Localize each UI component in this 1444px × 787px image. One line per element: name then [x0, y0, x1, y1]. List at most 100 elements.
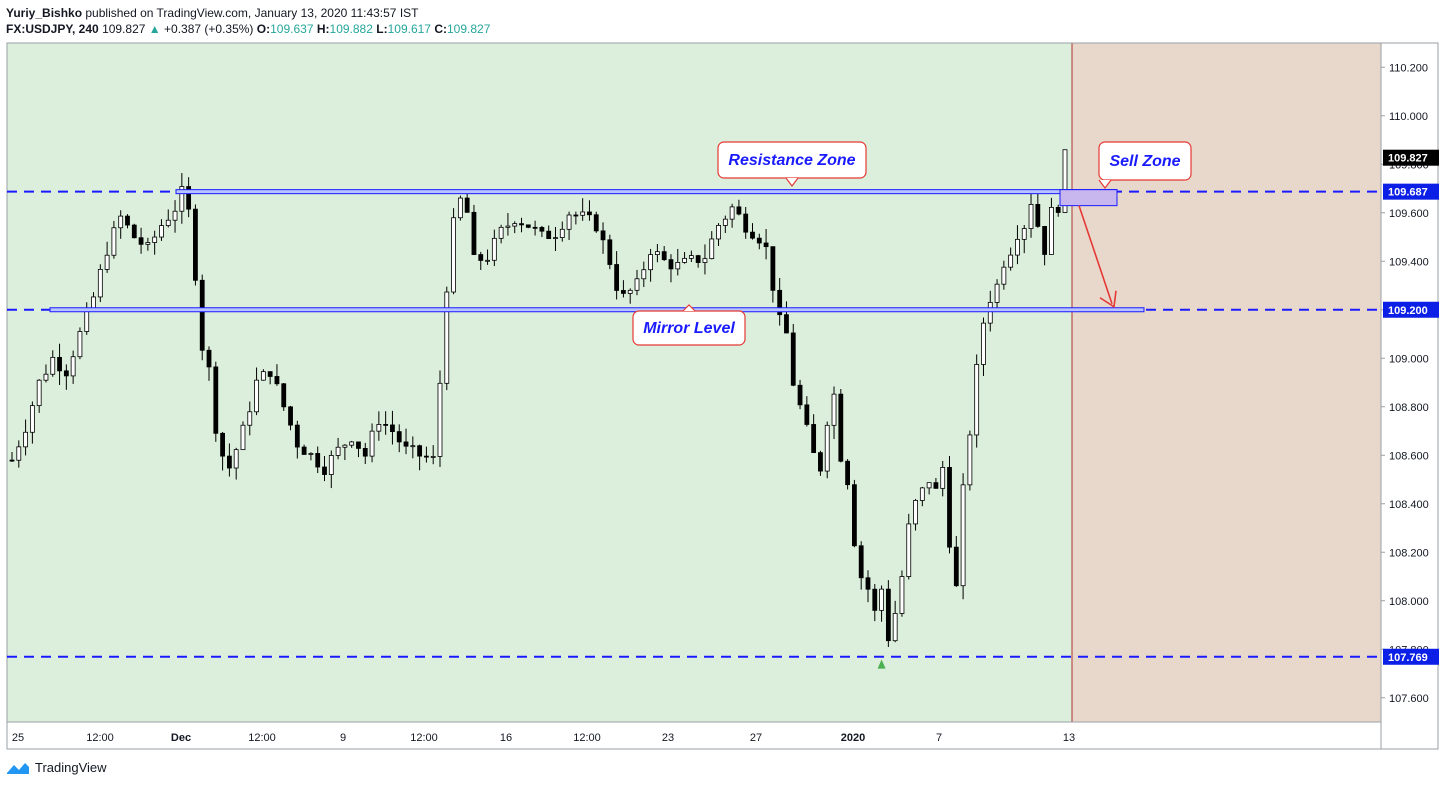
candle-up — [729, 206, 735, 220]
candle-up — [342, 444, 348, 448]
candle-up — [70, 356, 76, 377]
candle-down — [226, 455, 232, 469]
candle-down — [621, 290, 626, 294]
price-tag-label: 107.769 — [1388, 652, 1428, 664]
candle-up — [97, 269, 103, 298]
candle-up — [36, 379, 42, 407]
price-tag-label: 109.827 — [1388, 153, 1428, 165]
candle-up — [29, 405, 35, 433]
candle-up — [899, 576, 905, 614]
candle-down — [396, 431, 402, 443]
x-tick-label: 12:00 — [573, 732, 601, 744]
candle-up — [159, 225, 164, 238]
candle-up — [675, 262, 681, 270]
candle-up — [627, 289, 633, 294]
x-tick-label: 12:00 — [248, 732, 276, 744]
price-tag-bg — [1383, 301, 1439, 318]
candle-down — [322, 466, 327, 475]
candle-down — [763, 242, 769, 248]
candle-down — [811, 424, 817, 454]
candle-up — [648, 254, 653, 271]
candle-down — [206, 349, 212, 368]
candle-up — [308, 453, 314, 455]
candle-up — [1028, 204, 1034, 229]
candle-down — [1035, 204, 1041, 227]
candle-down — [390, 424, 395, 433]
candle-down — [199, 279, 205, 351]
candle-up — [118, 215, 124, 229]
candle-up — [553, 237, 558, 240]
candle-up — [451, 217, 456, 293]
candle-down — [838, 393, 844, 462]
high-value: 109.882 — [329, 22, 373, 36]
candle-up — [430, 456, 436, 458]
candle-down — [315, 453, 321, 468]
candle-down — [193, 208, 198, 281]
candle-down — [573, 214, 579, 217]
high-label: H: — [316, 22, 330, 36]
candle-up — [722, 218, 728, 226]
candle-up — [987, 302, 993, 324]
symbol-label[interactable]: FX:USDJPY, 240 — [6, 22, 99, 36]
candle-up — [824, 424, 830, 472]
candle-up — [254, 379, 259, 413]
candle-up — [77, 331, 83, 358]
candle-up — [926, 482, 932, 489]
candle-up — [1008, 254, 1014, 268]
candle-down — [804, 404, 810, 425]
candle-down — [845, 460, 851, 486]
candle-down — [777, 289, 783, 316]
candle-up — [165, 219, 171, 226]
mirror-level-label-pointer — [682, 304, 696, 312]
brand-name: TradingView — [35, 760, 107, 775]
candle-down — [852, 484, 857, 547]
candle-up — [960, 484, 966, 587]
y-tick-label: 108.600 — [1389, 450, 1429, 462]
x-tick-label: 2020 — [841, 732, 865, 744]
sell-zone-label: Sell Zone — [1109, 153, 1180, 170]
candle-up — [892, 613, 898, 642]
candle-up — [111, 227, 117, 256]
candle-down — [1055, 206, 1061, 213]
publish-info: Yuriy_Bishko published on TradingView.co… — [6, 5, 490, 21]
footer-brand[interactable]: TradingView — [6, 760, 107, 775]
candle-down — [417, 445, 423, 457]
candle-down — [213, 366, 219, 434]
candle-down — [383, 423, 389, 426]
candle-up — [491, 237, 497, 261]
candle-down — [57, 356, 62, 372]
candle-up — [349, 441, 355, 446]
candle-up — [444, 291, 450, 384]
candle-up — [919, 487, 925, 501]
mirror-level-label: Mirror Level — [643, 320, 735, 337]
candle-up — [457, 197, 463, 219]
candle-down — [661, 251, 667, 261]
x-tick-label: 23 — [662, 732, 674, 744]
candle-up — [634, 278, 640, 291]
candle-up — [1062, 149, 1068, 213]
chart-frame — [6, 42, 1439, 750]
last-price: 109.827 — [102, 22, 146, 36]
candle-down — [587, 211, 592, 216]
candle-down — [525, 224, 531, 228]
candle-down — [464, 197, 470, 213]
candle-down — [668, 259, 674, 270]
candle-down — [301, 446, 307, 455]
x-tick-label: 13 — [1063, 732, 1075, 744]
sell-entry-box — [1059, 189, 1118, 207]
close-label: C: — [434, 22, 447, 36]
candle-up — [498, 226, 504, 239]
candle-down — [546, 230, 552, 240]
candle-up — [1001, 266, 1007, 285]
candle-down — [9, 459, 15, 462]
candle-down — [933, 482, 939, 489]
candle-down — [362, 448, 368, 457]
candle-down — [274, 376, 280, 385]
candle-down — [519, 223, 524, 226]
x-tick-label: 9 — [340, 732, 346, 744]
author-name[interactable]: Yuriy_Bishko — [6, 6, 83, 20]
candle-down — [267, 371, 273, 377]
candle-up — [485, 259, 490, 262]
candle-down — [532, 226, 538, 229]
